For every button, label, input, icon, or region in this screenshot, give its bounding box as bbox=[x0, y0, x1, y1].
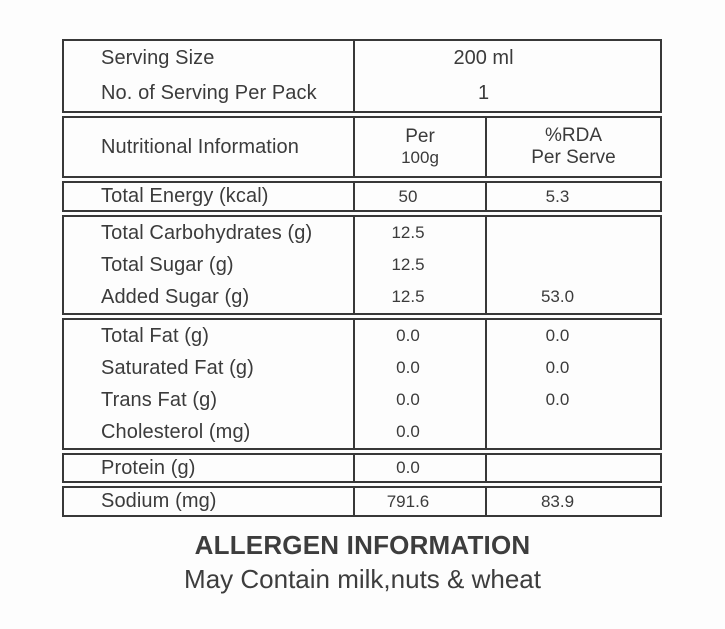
row-label: Sodium (mg) bbox=[101, 490, 217, 512]
servings-per-pack-row: No. of Serving Per Pack 1 bbox=[64, 76, 660, 111]
rda-per-serve-value bbox=[485, 217, 660, 249]
table-row: Total Energy (kcal) 50 5.3 bbox=[64, 183, 660, 210]
table-row: Cholesterol (mg) 0.0 bbox=[64, 416, 660, 448]
serving-size-value: 200 ml bbox=[353, 41, 660, 76]
allergen-title: ALLERGEN INFORMATION bbox=[194, 530, 531, 560]
table-row: Total Fat (g) 0.0 0.0 bbox=[64, 320, 660, 352]
rda-per-serve-value: 0.0 bbox=[485, 384, 660, 416]
energy-section: Total Energy (kcal) 50 5.3 bbox=[62, 181, 662, 212]
per-100g-value: 12.5 bbox=[353, 281, 485, 313]
per-100g-value: 0.0 bbox=[353, 320, 485, 352]
carbohydrates-section: Total Carbohydrates (g) 12.5 Total Sugar (… bbox=[62, 215, 662, 315]
servings-per-pack-value: 1 bbox=[353, 76, 660, 111]
per-100g-column-header: Per 100g bbox=[353, 118, 485, 176]
rda-per-serve-value: 83.9 bbox=[485, 488, 660, 515]
protein-section: Protein (g) 0.0 bbox=[62, 453, 662, 483]
per-100g-value: 0.0 bbox=[353, 352, 485, 384]
table-row: Sodium (mg) 791.6 83.9 bbox=[64, 488, 660, 515]
per-100g-value: 0.0 bbox=[353, 455, 485, 481]
row-label: Trans Fat (g) bbox=[101, 388, 218, 411]
rda-per-serve-value bbox=[485, 416, 660, 448]
per-100g-value: 50 bbox=[353, 183, 485, 210]
rda-per-serve-value: 5.3 bbox=[485, 183, 660, 210]
100g-label: 100g bbox=[401, 148, 439, 168]
rda-per-serve-value: 53.0 bbox=[485, 281, 660, 313]
table-row: Total Sugar (g) 12.5 bbox=[64, 249, 660, 281]
rda-per-serve-value bbox=[485, 249, 660, 281]
per-serve-label: Per Serve bbox=[531, 147, 616, 168]
table-row: Protein (g) 0.0 bbox=[64, 455, 660, 481]
row-label: Added Sugar (g) bbox=[101, 285, 250, 308]
table-row: Trans Fat (g) 0.0 0.0 bbox=[64, 384, 660, 416]
per-100g-value: 0.0 bbox=[353, 384, 485, 416]
fats-section: Total Fat (g) 0.0 0.0 Saturated Fat (g) 0.0 0… bbox=[62, 318, 662, 450]
rda-per-serve-value bbox=[485, 455, 660, 481]
row-label: Total Carbohydrates (g) bbox=[101, 221, 313, 244]
table-row: Added Sugar (g) 12.5 53.0 bbox=[64, 281, 660, 313]
per-100g-value: 0.0 bbox=[353, 416, 485, 448]
row-label: Cholesterol (mg) bbox=[101, 420, 251, 443]
table-row: Total Carbohydrates (g) 12.5 bbox=[64, 217, 660, 249]
rda-label: %RDA bbox=[544, 124, 602, 146]
serving-info-section: Serving Size 200 ml No. of Serving Per P… bbox=[62, 39, 662, 113]
allergen-information: ALLERGEN INFORMATION May Contain milk,nu… bbox=[0, 528, 725, 596]
per-100g-value: 791.6 bbox=[353, 488, 485, 515]
per-100g-value: 12.5 bbox=[353, 217, 485, 249]
nutrient-sections: Total Energy (kcal) 50 5.3 Total Carbohydra… bbox=[62, 181, 662, 517]
nutrition-table: Serving Size 200 ml No. of Serving Per P… bbox=[62, 39, 662, 520]
column-header-row: Nutritional Information Per 100g %RDA Pe… bbox=[64, 118, 660, 176]
row-label: Saturated Fat (g) bbox=[101, 356, 254, 379]
column-header-section: Nutritional Information Per 100g %RDA Pe… bbox=[62, 116, 662, 178]
rda-per-serve-value: 0.0 bbox=[485, 352, 660, 384]
table-row: Saturated Fat (g) 0.0 0.0 bbox=[64, 352, 660, 384]
row-label: Total Energy (kcal) bbox=[101, 185, 269, 207]
rda-per-serve-value: 0.0 bbox=[485, 320, 660, 352]
row-label: Protein (g) bbox=[101, 456, 196, 479]
row-label: Total Fat (g) bbox=[101, 324, 209, 347]
serving-size-label: Serving Size bbox=[101, 47, 215, 69]
row-label: Total Sugar (g) bbox=[101, 253, 234, 276]
allergen-text: May Contain milk,nuts & wheat bbox=[184, 564, 541, 594]
serving-size-row: Serving Size 200 ml bbox=[64, 41, 660, 76]
per-label: Per bbox=[405, 125, 435, 147]
sodium-section: Sodium (mg) 791.6 83.9 bbox=[62, 486, 662, 517]
servings-per-pack-label: No. of Serving Per Pack bbox=[101, 82, 317, 104]
per-100g-value: 12.5 bbox=[353, 249, 485, 281]
nutritional-information-label: Nutritional Information bbox=[101, 135, 299, 158]
rda-per-serve-column-header: %RDA Per Serve bbox=[485, 118, 660, 176]
